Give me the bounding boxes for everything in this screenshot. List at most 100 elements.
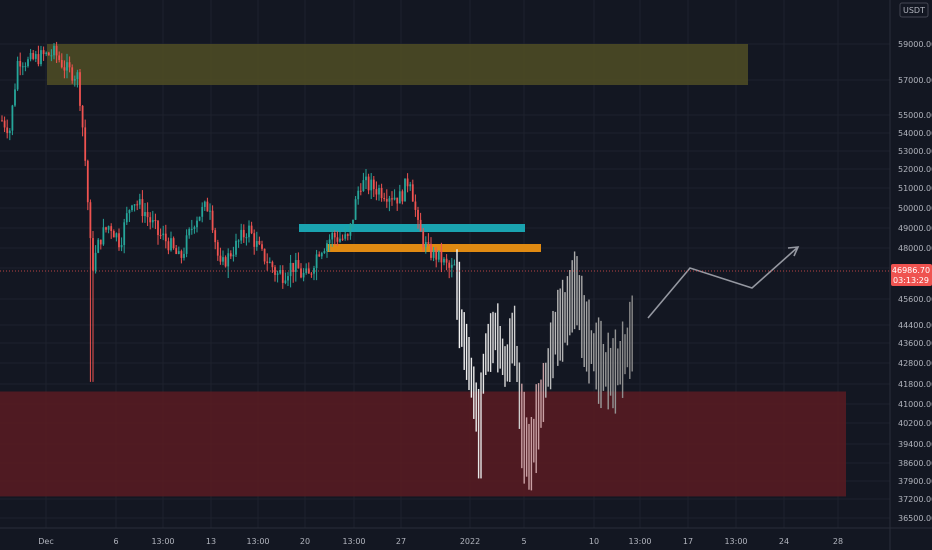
candle-body-98 bbox=[255, 241, 258, 247]
candle-body-86 bbox=[224, 257, 227, 267]
candle-body-67 bbox=[175, 248, 178, 254]
candle-body-31 bbox=[81, 105, 84, 128]
candle-body-125 bbox=[326, 243, 328, 252]
x-tick-label-8: 2022 bbox=[460, 537, 480, 546]
candle-body-137 bbox=[357, 190, 360, 200]
x-tick-label-10: 10 bbox=[589, 537, 599, 546]
candle-body-54 bbox=[141, 199, 144, 217]
y-tick-label-7: 50000.00 bbox=[898, 204, 932, 213]
candle-body-150 bbox=[391, 198, 393, 200]
candle-body-135 bbox=[352, 219, 354, 224]
candle-body-154 bbox=[401, 191, 404, 202]
candle-body-59 bbox=[154, 220, 157, 222]
candle-body-108 bbox=[281, 269, 284, 283]
candle-body-89 bbox=[232, 254, 235, 257]
candle-body-47 bbox=[123, 222, 126, 245]
candle-body-164 bbox=[427, 242, 430, 244]
candle-body-91 bbox=[237, 240, 240, 242]
candle-body-1 bbox=[3, 120, 6, 128]
candle-body-162 bbox=[422, 231, 425, 248]
candle-body-38 bbox=[99, 239, 102, 245]
candle-body-24 bbox=[63, 67, 66, 71]
candle-body-84 bbox=[219, 255, 222, 262]
candle-body-66 bbox=[172, 238, 175, 249]
current-price-label: 46986.70 bbox=[892, 266, 930, 275]
y-tick-label-9: 48000.00 bbox=[898, 244, 932, 253]
x-tick-label-0: Dec bbox=[38, 537, 53, 546]
candle-body-70 bbox=[183, 253, 185, 258]
y-tick-label-21: 37200.00 bbox=[898, 495, 932, 504]
x-tick-label-4: 13:00 bbox=[246, 537, 269, 546]
candle-body-17 bbox=[45, 52, 48, 55]
candle-body-40 bbox=[105, 227, 107, 230]
candle-body-101 bbox=[263, 248, 266, 262]
price-tag-box bbox=[891, 264, 932, 286]
candle-body-114 bbox=[297, 260, 300, 269]
candle-body-120 bbox=[313, 267, 315, 274]
candle-body-172 bbox=[448, 262, 451, 268]
candle-body-8 bbox=[21, 66, 24, 68]
y-tick-label-20: 37900.00 bbox=[898, 477, 932, 486]
candle-body-53 bbox=[138, 199, 141, 205]
y-tick-label-13: 43600.00 bbox=[898, 339, 932, 348]
projection-arrow-path bbox=[647, 246, 799, 319]
projection bbox=[456, 246, 800, 491]
y-tick-label-18: 39400.00 bbox=[898, 440, 932, 449]
candle-body-90 bbox=[235, 240, 237, 255]
candle-body-69 bbox=[180, 251, 183, 258]
candle-body-165 bbox=[430, 243, 432, 258]
y-tick-label-17: 40200.00 bbox=[898, 419, 932, 428]
candle-body-25 bbox=[66, 62, 68, 71]
candle-body-119 bbox=[310, 273, 313, 275]
candle-body-97 bbox=[253, 233, 256, 247]
candle-body-151 bbox=[393, 197, 396, 200]
x-tick-label-13: 13:00 bbox=[724, 537, 747, 546]
candle-body-146 bbox=[380, 187, 383, 198]
y-tick-label-3: 54000.00 bbox=[898, 129, 932, 138]
candle-body-82 bbox=[214, 230, 217, 243]
candle-body-6 bbox=[16, 61, 19, 90]
candle-body-159 bbox=[414, 201, 417, 210]
candle-body-126 bbox=[328, 239, 331, 244]
candle-body-118 bbox=[307, 268, 310, 274]
candle-body-45 bbox=[118, 233, 120, 248]
candle-body-37 bbox=[97, 239, 100, 253]
candle-body-3 bbox=[8, 130, 11, 134]
candle-body-81 bbox=[211, 210, 214, 231]
candle-body-35 bbox=[92, 238, 94, 271]
x-tick-label-7: 27 bbox=[396, 537, 406, 546]
candle-body-134 bbox=[349, 223, 352, 236]
y-tick-label-6: 51000.00 bbox=[898, 184, 932, 193]
candle-body-48 bbox=[125, 213, 128, 223]
candle-body-149 bbox=[388, 198, 391, 202]
x-tick-label-9: 5 bbox=[521, 537, 526, 546]
supply-zone bbox=[47, 44, 748, 85]
candle-body-166 bbox=[432, 249, 435, 258]
candle-body-133 bbox=[346, 234, 349, 236]
candle-body-2 bbox=[6, 127, 9, 134]
candle-body-36 bbox=[94, 252, 97, 271]
y-tick-label-12: 44400.00 bbox=[898, 321, 932, 330]
candle-body-15 bbox=[40, 50, 42, 65]
y-tick-label-8: 49000.00 bbox=[898, 224, 932, 233]
candle-body-93 bbox=[242, 229, 245, 238]
candle-body-30 bbox=[79, 72, 81, 106]
candle-body-106 bbox=[276, 273, 279, 275]
candle-body-4 bbox=[11, 105, 14, 131]
candle-body-41 bbox=[107, 226, 110, 230]
candle-body-157 bbox=[409, 184, 412, 187]
candle-body-16 bbox=[42, 50, 45, 55]
candle-body-131 bbox=[341, 238, 344, 240]
y-tick-label-15: 41800.00 bbox=[898, 380, 932, 389]
candle-body-155 bbox=[404, 178, 406, 202]
candle-body-60 bbox=[157, 220, 159, 236]
candle-body-163 bbox=[424, 242, 427, 248]
candle-body-44 bbox=[115, 233, 118, 238]
candle-body-80 bbox=[209, 210, 211, 212]
candle-body-123 bbox=[320, 253, 323, 257]
candle-body-128 bbox=[333, 232, 336, 238]
candle-body-50 bbox=[131, 205, 133, 211]
x-tick-label-1: 6 bbox=[113, 537, 118, 546]
